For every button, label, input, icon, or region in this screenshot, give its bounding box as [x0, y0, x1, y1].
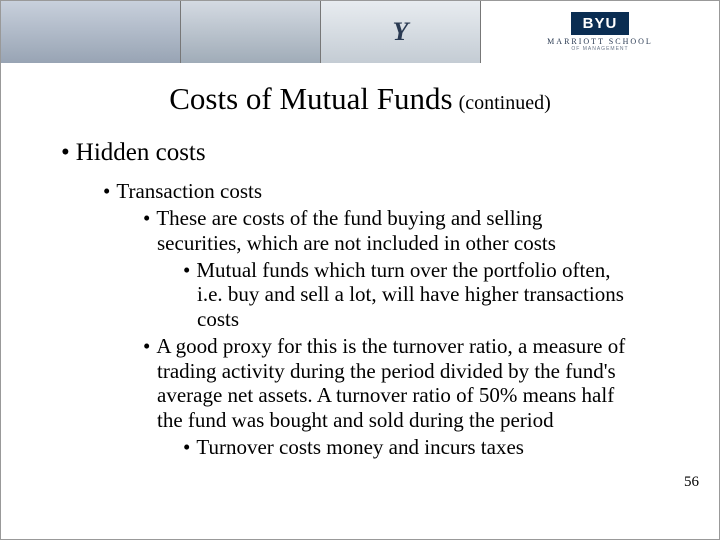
bullet-level1: •Hidden costs — [61, 139, 689, 167]
banner-photo-y: Y — [321, 1, 481, 63]
bullet-l1-text: Hidden costs — [76, 139, 206, 166]
y-icon: Y — [393, 17, 409, 47]
bullet-l2-text: Transaction costs — [116, 179, 262, 203]
bullet-level4: •Turnover costs money and incurs taxes — [183, 435, 689, 460]
bullet-icon: • — [183, 258, 190, 282]
bullet-l4a-text: Mutual funds which turn over the portfol… — [196, 258, 624, 332]
slide-title: Costs of Mutual Funds — [169, 81, 452, 116]
banner-photo-building — [181, 1, 321, 63]
bullet-icon: • — [183, 435, 190, 459]
bullet-icon: • — [61, 139, 70, 166]
bullet-icon: • — [103, 179, 110, 203]
bullet-level3: •A good proxy for this is the turnover r… — [143, 334, 689, 433]
slide-title-continued: (continued) — [459, 92, 551, 114]
page-number: 56 — [684, 474, 699, 491]
slide-title-row: Costs of Mutual Funds (continued) — [31, 81, 689, 117]
header-banner: Y BYU MARRIOTT SCHOOL OF MANAGEMENT — [1, 1, 719, 63]
bullet-icon: • — [143, 206, 150, 230]
banner-logo-area: BYU MARRIOTT SCHOOL OF MANAGEMENT — [481, 1, 719, 63]
banner-photo-statue — [1, 1, 181, 63]
bullet-level3: •These are costs of the fund buying and … — [143, 206, 689, 256]
bullet-l4b-text: Turnover costs money and incurs taxes — [196, 435, 524, 459]
banner-strip: Y BYU MARRIOTT SCHOOL OF MANAGEMENT — [1, 1, 719, 63]
bullet-l3b-text: A good proxy for this is the turnover ra… — [156, 334, 625, 432]
bullet-l3a-text: These are costs of the fund buying and s… — [156, 206, 556, 255]
slide-content: Costs of Mutual Funds (continued) •Hidde… — [1, 63, 719, 472]
bullet-level4: •Mutual funds which turn over the portfo… — [183, 258, 689, 332]
bullet-level2: •Transaction costs — [103, 179, 689, 204]
marriott-school-label: MARRIOTT SCHOOL — [547, 37, 653, 46]
byu-badge: BYU — [571, 12, 630, 35]
marriott-sub-label: OF MANAGEMENT — [571, 46, 628, 52]
bullet-icon: • — [143, 334, 150, 358]
